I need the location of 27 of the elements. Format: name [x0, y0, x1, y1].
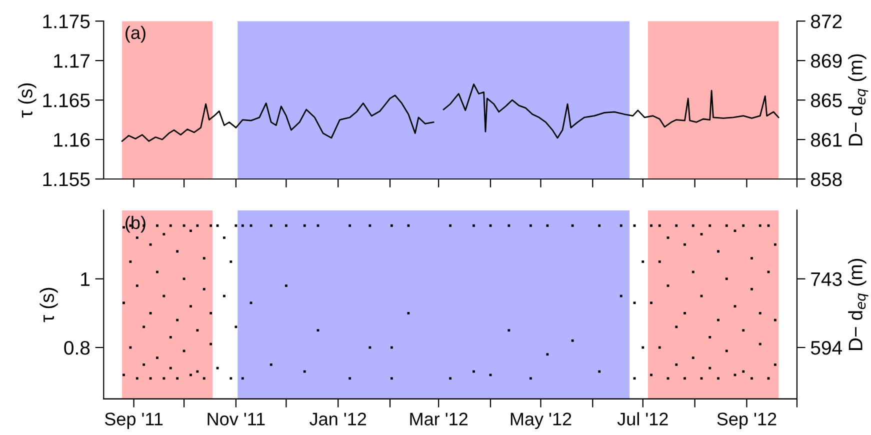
- y-axis-title: τ (s): [40, 288, 58, 322]
- x-tick-label: Jan '12: [310, 412, 366, 426]
- y-tick-label: 1.175: [43, 14, 90, 28]
- y2-axis-title: D− d$_{eq}$ (m): [848, 258, 868, 350]
- y2-tick-label: 861: [811, 132, 842, 147]
- y2-tick-label: 865: [811, 94, 842, 108]
- annotation: (b): [126, 216, 146, 233]
- x-tick-label: Sep '11: [104, 412, 163, 430]
- y-tick-label: 1: [81, 272, 90, 286]
- y2-tick-label: 743: [811, 272, 842, 286]
- x-tick-label: Mar '12: [410, 412, 468, 426]
- y-tick-label: 1.16: [54, 132, 90, 147]
- y-tick-label: 0.8: [64, 340, 90, 355]
- y2-axis-title: D− d$_{eq}$ (m): [848, 54, 868, 146]
- y-tick-label: 1.165: [43, 94, 90, 108]
- x-tick-label: Jul '12: [617, 412, 668, 426]
- annotation: (a): [126, 26, 146, 43]
- y-tick-label: 1.17: [54, 54, 90, 68]
- x-tick-label: May '12: [510, 412, 572, 430]
- y2-tick-label: 872: [811, 14, 842, 28]
- y-axis-title: τ (s): [18, 83, 36, 118]
- x-tick-label: Sep '12: [717, 412, 776, 430]
- y-tick-label: 1.155: [43, 172, 90, 186]
- y2-tick-label: 594: [810, 340, 842, 355]
- x-tick-label: Nov '11: [208, 412, 265, 426]
- y2-tick-label: 858: [811, 172, 842, 186]
- y2-tick-label: 869: [811, 54, 842, 68]
